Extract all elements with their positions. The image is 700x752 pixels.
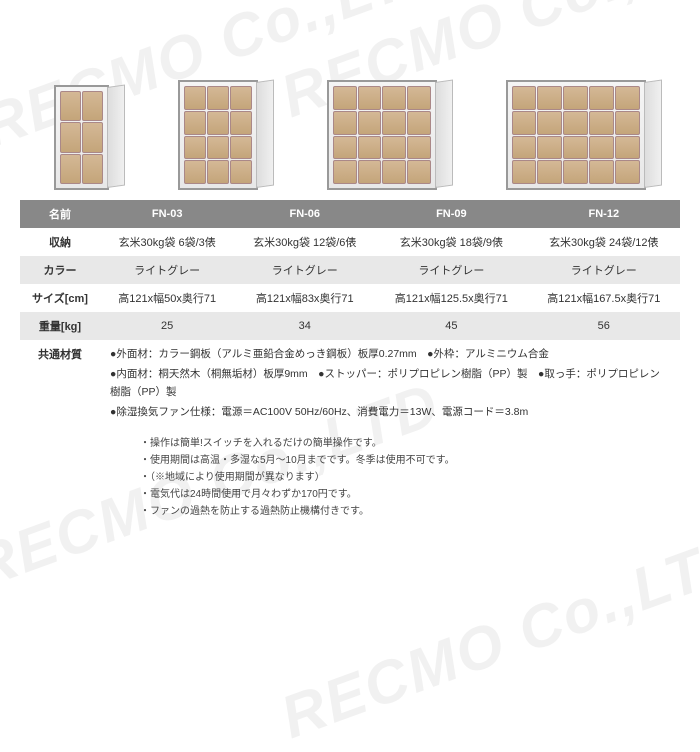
cell: ライトグレー bbox=[375, 256, 527, 284]
header-materials: 共通材質 bbox=[20, 340, 100, 429]
product-image-row bbox=[20, 40, 680, 190]
product-cabinet bbox=[54, 85, 109, 190]
cell: FN-09 bbox=[375, 200, 527, 228]
spec-sheet: 名前 FN-03 FN-06 FN-09 FN-12 収納 玄米30kg袋 6袋… bbox=[0, 0, 700, 540]
note-line: 操作は簡単!スイッチを入れるだけの簡単操作です。 bbox=[140, 435, 680, 452]
cell: ライトグレー bbox=[100, 256, 234, 284]
header-color: カラー bbox=[20, 256, 100, 284]
note-line: 電気代は24時間使用で月々わずか170円です。 bbox=[140, 486, 680, 503]
material-line: ●外面材：カラー鋼板（アルミ亜鉛合金めっき鋼板）板厚0.27mm ●外枠：アルミ… bbox=[110, 346, 670, 364]
cell: 45 bbox=[375, 312, 527, 340]
header-name: 名前 bbox=[20, 200, 100, 228]
row-weight: 重量[kg] 25 34 45 56 bbox=[20, 312, 680, 340]
cell: 玄米30kg袋 12袋/6俵 bbox=[234, 228, 375, 256]
cell: FN-03 bbox=[100, 200, 234, 228]
cell: 25 bbox=[100, 312, 234, 340]
watermark: RECMO Co.,LTD bbox=[272, 519, 700, 752]
materials-body: ●外面材：カラー鋼板（アルミ亜鉛合金めっき鋼板）板厚0.27mm ●外枠：アルミ… bbox=[100, 340, 680, 429]
row-storage: 収納 玄米30kg袋 6袋/3俵 玄米30kg袋 12袋/6俵 玄米30kg袋 … bbox=[20, 228, 680, 256]
note-line: ファンの過熱を防止する過熱防止機構付きです。 bbox=[140, 503, 680, 520]
cell: 高121x幅125.5x奥行71 bbox=[375, 284, 527, 312]
notes-section: 操作は簡単!スイッチを入れるだけの簡単操作です。 使用期間は高温・多湿な5月～1… bbox=[140, 435, 680, 520]
cell: ライトグレー bbox=[528, 256, 680, 284]
spec-table: 名前 FN-03 FN-06 FN-09 FN-12 収納 玄米30kg袋 6袋… bbox=[20, 200, 680, 340]
note-line: 使用期間は高温・多湿な5月～10月までです。冬季は使用不可です。 bbox=[140, 452, 680, 469]
note-line: （※地域により使用期間が異なります） bbox=[140, 469, 680, 486]
material-line: ●内面材：桐天然木（桐無垢材）板厚9mm ●ストッパー：ポリプロピレン樹脂（PP… bbox=[110, 366, 670, 402]
cell: 高121x幅83x奥行71 bbox=[234, 284, 375, 312]
materials-section: 共通材質 ●外面材：カラー鋼板（アルミ亜鉛合金めっき鋼板）板厚0.27mm ●外… bbox=[20, 340, 680, 429]
cell: 高121x幅167.5x奥行71 bbox=[528, 284, 680, 312]
material-line: ●除湿換気ファン仕様：電源＝AC100V 50Hz/60Hz、消費電力＝13W、… bbox=[110, 404, 670, 422]
header-weight: 重量[kg] bbox=[20, 312, 100, 340]
product-cabinet bbox=[327, 80, 437, 190]
cell: 玄米30kg袋 24袋/12俵 bbox=[528, 228, 680, 256]
cell: 玄米30kg袋 18袋/9俵 bbox=[375, 228, 527, 256]
cell: FN-06 bbox=[234, 200, 375, 228]
row-color: カラー ライトグレー ライトグレー ライトグレー ライトグレー bbox=[20, 256, 680, 284]
cell: 56 bbox=[528, 312, 680, 340]
cell: 玄米30kg袋 6袋/3俵 bbox=[100, 228, 234, 256]
header-storage: 収納 bbox=[20, 228, 100, 256]
product-cabinet bbox=[506, 80, 646, 190]
product-cabinet bbox=[178, 80, 258, 190]
row-size: サイズ[cm] 高121x幅50x奥行71 高121x幅83x奥行71 高121… bbox=[20, 284, 680, 312]
row-name: 名前 FN-03 FN-06 FN-09 FN-12 bbox=[20, 200, 680, 228]
cell: 高121x幅50x奥行71 bbox=[100, 284, 234, 312]
cell: 34 bbox=[234, 312, 375, 340]
cell: FN-12 bbox=[528, 200, 680, 228]
header-size: サイズ[cm] bbox=[20, 284, 100, 312]
cell: ライトグレー bbox=[234, 256, 375, 284]
